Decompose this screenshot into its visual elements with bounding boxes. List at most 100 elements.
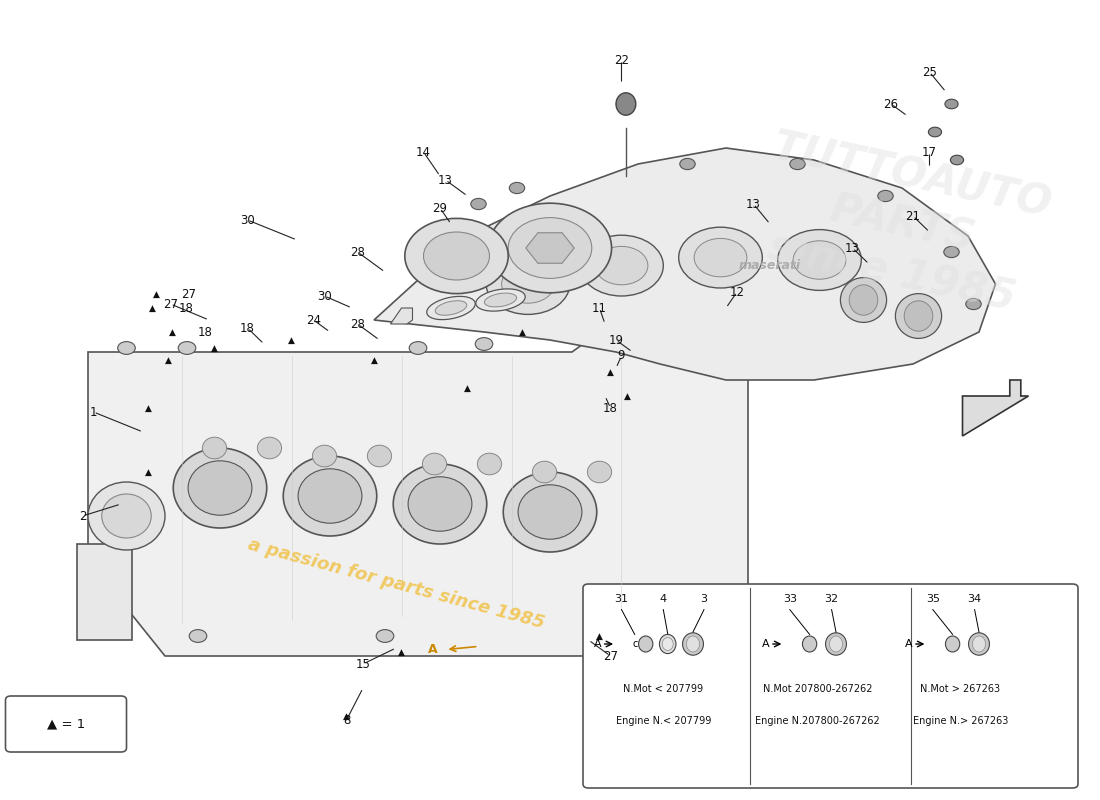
Text: ▲: ▲ — [519, 327, 526, 337]
Text: ▲: ▲ — [145, 467, 152, 477]
Ellipse shape — [101, 494, 152, 538]
Text: 28: 28 — [350, 318, 365, 330]
Text: 31: 31 — [615, 594, 628, 603]
Text: 4: 4 — [660, 594, 667, 603]
Ellipse shape — [825, 633, 847, 655]
Circle shape — [694, 238, 747, 277]
Circle shape — [178, 342, 196, 354]
Text: N.Mot < 207799: N.Mot < 207799 — [624, 684, 703, 694]
Text: 25: 25 — [922, 66, 937, 78]
Circle shape — [950, 155, 964, 165]
FancyBboxPatch shape — [583, 584, 1078, 788]
Text: 18: 18 — [603, 402, 618, 414]
Ellipse shape — [394, 464, 486, 544]
Ellipse shape — [88, 482, 165, 550]
Text: 18: 18 — [198, 326, 213, 338]
Ellipse shape — [946, 636, 959, 652]
Text: ▲: ▲ — [343, 711, 350, 721]
Text: 3: 3 — [701, 594, 707, 603]
Text: ▲: ▲ — [398, 647, 405, 657]
Text: 27: 27 — [182, 288, 197, 301]
Ellipse shape — [188, 461, 252, 515]
Ellipse shape — [476, 289, 525, 311]
Circle shape — [944, 246, 959, 258]
Text: 27: 27 — [163, 298, 178, 310]
Text: TUTTOAUTO
PARTS
since 1985: TUTTOAUTO PARTS since 1985 — [749, 126, 1055, 322]
Circle shape — [680, 158, 695, 170]
Ellipse shape — [904, 301, 933, 331]
Circle shape — [679, 227, 762, 288]
Ellipse shape — [312, 445, 337, 467]
Circle shape — [486, 254, 570, 314]
Polygon shape — [962, 380, 1028, 436]
Circle shape — [595, 246, 648, 285]
Ellipse shape — [895, 294, 942, 338]
Text: 27: 27 — [603, 650, 618, 662]
Circle shape — [189, 630, 207, 642]
Ellipse shape — [367, 445, 392, 467]
Ellipse shape — [408, 477, 472, 531]
Circle shape — [928, 127, 942, 137]
Text: 18: 18 — [178, 302, 194, 314]
Text: 15: 15 — [355, 658, 371, 670]
Ellipse shape — [427, 296, 475, 320]
Ellipse shape — [202, 437, 227, 459]
Text: 28: 28 — [350, 246, 365, 258]
Text: ▲: ▲ — [607, 367, 614, 377]
Circle shape — [945, 99, 958, 109]
Circle shape — [376, 630, 394, 642]
Ellipse shape — [436, 301, 466, 315]
Ellipse shape — [972, 636, 986, 652]
Text: 33: 33 — [783, 594, 796, 603]
Ellipse shape — [803, 636, 816, 652]
Text: 22: 22 — [614, 54, 629, 66]
Circle shape — [790, 158, 805, 170]
FancyBboxPatch shape — [6, 696, 126, 752]
Circle shape — [409, 342, 427, 354]
Polygon shape — [390, 308, 412, 324]
Text: 21: 21 — [905, 210, 921, 222]
Ellipse shape — [840, 278, 887, 322]
Text: 8: 8 — [343, 714, 350, 726]
Ellipse shape — [518, 485, 582, 539]
Ellipse shape — [504, 472, 596, 552]
Circle shape — [475, 338, 493, 350]
Circle shape — [508, 218, 592, 278]
Ellipse shape — [829, 636, 843, 652]
Text: 13: 13 — [845, 242, 860, 254]
Text: ▲ = 1: ▲ = 1 — [47, 718, 85, 730]
Text: 19: 19 — [608, 334, 624, 346]
Text: 14: 14 — [416, 146, 431, 158]
Text: A: A — [762, 639, 769, 649]
Text: 18: 18 — [240, 322, 255, 334]
Text: A: A — [905, 639, 912, 649]
Circle shape — [405, 218, 508, 294]
Text: 13: 13 — [746, 198, 761, 210]
Text: Engine N.207800-267262: Engine N.207800-267262 — [755, 716, 880, 726]
Text: 32: 32 — [825, 594, 838, 603]
Circle shape — [118, 342, 135, 354]
Text: ▲: ▲ — [371, 355, 377, 365]
Text: Engine N.< 207799: Engine N.< 207799 — [616, 716, 711, 726]
Text: ▲: ▲ — [145, 403, 152, 413]
Text: N.Mot 207800-267262: N.Mot 207800-267262 — [762, 684, 872, 694]
Ellipse shape — [968, 633, 990, 655]
Polygon shape — [77, 544, 132, 640]
Text: 1: 1 — [90, 406, 97, 418]
Text: 30: 30 — [317, 290, 332, 302]
Ellipse shape — [174, 448, 266, 528]
Text: ▲: ▲ — [596, 631, 603, 641]
Text: 26: 26 — [883, 98, 899, 110]
Ellipse shape — [616, 93, 636, 115]
Text: 11: 11 — [592, 302, 607, 314]
Text: ▲: ▲ — [464, 383, 471, 393]
Ellipse shape — [682, 633, 704, 655]
Ellipse shape — [686, 636, 700, 652]
Ellipse shape — [849, 285, 878, 315]
Circle shape — [966, 298, 981, 310]
Circle shape — [502, 265, 554, 303]
Ellipse shape — [638, 636, 652, 652]
Ellipse shape — [257, 437, 282, 459]
Polygon shape — [374, 148, 995, 380]
Ellipse shape — [284, 456, 376, 536]
